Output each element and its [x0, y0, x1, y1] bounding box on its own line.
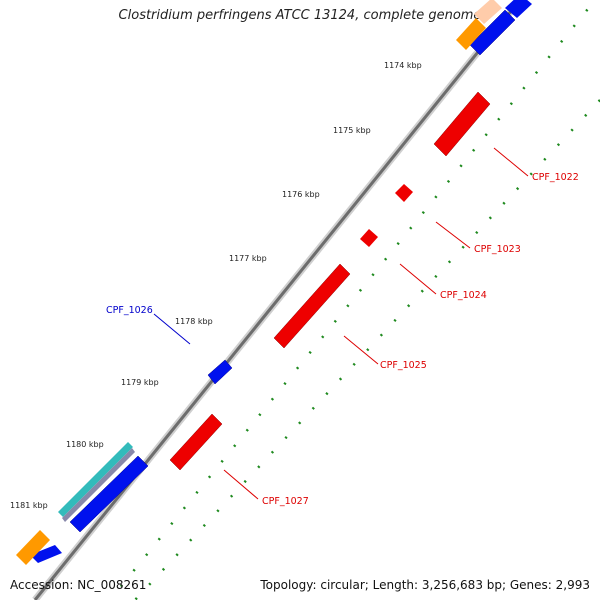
scale-label-1176: 1176 kbp [282, 190, 320, 199]
gene-label-cpf-1027[interactable]: CPF_1027 [262, 496, 309, 507]
scale-label-1177: 1177 kbp [229, 254, 267, 263]
label-leaders [153, 147, 529, 500]
scale-label-1180: 1180 kbp [66, 440, 104, 449]
trna-gene[interactable] [58, 442, 135, 522]
gene-block-forward-edge[interactable] [30, 545, 62, 563]
scale-label-1174: 1174 kbp [384, 61, 422, 70]
gene-label-cpf-1022[interactable]: CPF_1022 [532, 172, 579, 183]
rrna-gene-bottom[interactable] [16, 530, 50, 565]
gene-cpf-1022[interactable] [433, 91, 491, 157]
scale-labels: 1174 kbp 1175 kbp 1176 kbp 1177 kbp 1178… [10, 61, 422, 510]
genome-summary-text: Topology: circular; Length: 3,256,683 bp… [260, 578, 590, 592]
accession-text: Accession: NC_008261 [10, 578, 147, 592]
rrna-gene-top[interactable] [456, 0, 502, 50]
gene-cpf-1023[interactable] [395, 184, 413, 202]
gene-label-cpf-1023[interactable]: CPF_1023 [474, 244, 521, 255]
gene-label-cpf-1025[interactable]: CPF_1025 [380, 360, 427, 371]
gene-cpf-1024[interactable] [360, 229, 378, 247]
scale-label-1181: 1181 kbp [10, 501, 48, 510]
gene-cpf-1027[interactable] [169, 413, 223, 471]
scale-label-1178: 1178 kbp [175, 317, 213, 326]
scale-label-1179: 1179 kbp [121, 378, 159, 387]
gene-cpf-1025[interactable] [273, 263, 351, 349]
scale-tick-track-outer [109, 0, 597, 600]
map-title: Clostridium perfringens ATCC 13124, comp… [118, 8, 482, 23]
gene-cpf-1026[interactable] [207, 359, 233, 385]
gene-label-cpf-1026[interactable]: CPF_1026 [106, 305, 153, 316]
gene-label-cpf-1024[interactable]: CPF_1024 [440, 290, 487, 301]
genome-backbone [32, 0, 523, 600]
scale-tick-track-inner [134, 99, 600, 600]
gene-labels: CPF_1022 CPF_1023 CPF_1024 CPF_1025 CPF_… [106, 172, 579, 507]
gene-block-forward-top[interactable] [469, 0, 532, 56]
gene-block-forward-bottom[interactable] [69, 455, 149, 533]
scale-label-1175: 1175 kbp [333, 126, 371, 135]
